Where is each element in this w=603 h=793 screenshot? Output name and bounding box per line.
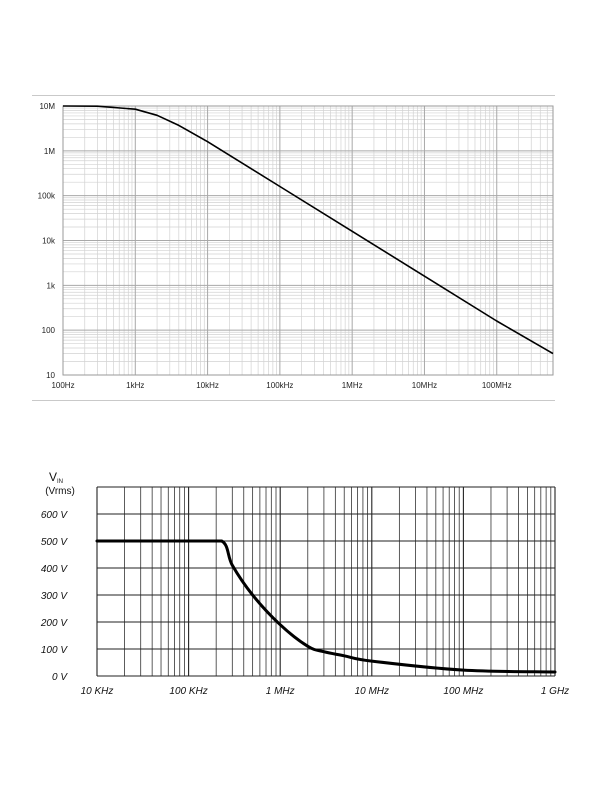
y-tick-label: 200 V	[40, 618, 68, 629]
y-axis-subscript: IN	[57, 479, 63, 485]
y-tick-label: 400 V	[41, 564, 68, 575]
y-tick-label: 500 V	[41, 537, 68, 548]
x-tick-label: 100 MHz	[443, 686, 483, 697]
series-line	[95, 539, 557, 674]
x-tick-label: 100 KHz	[169, 686, 207, 697]
y-tick-label: 100 V	[41, 645, 68, 656]
y-axis-symbol: V	[49, 470, 57, 484]
x-tick-label: 1 MHz	[266, 686, 295, 697]
y-axis-label: VIN	[49, 470, 63, 485]
y-tick-label: 300 V	[41, 591, 68, 602]
x-tick-label: 10 MHz	[355, 686, 389, 697]
frequency-response-chart-panel	[32, 95, 555, 401]
y-tick-label: 0 V	[52, 672, 68, 683]
y-tick-label: 600 V	[41, 510, 68, 521]
y-axis-unit: (Vrms)	[45, 486, 75, 497]
x-tick-label: 1 GHz	[541, 686, 569, 697]
x-tick-label: 10 KHz	[81, 686, 114, 697]
